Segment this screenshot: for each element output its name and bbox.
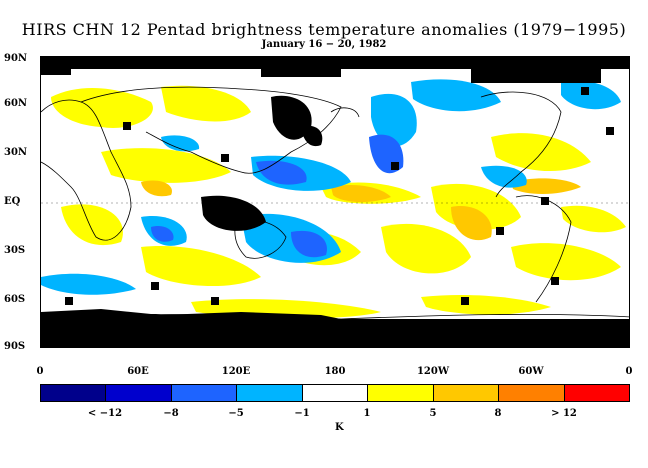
legend-unit: K bbox=[335, 422, 344, 433]
legend-label: > 12 bbox=[551, 408, 577, 419]
map-subtitle: January 16 − 20, 1982 bbox=[261, 39, 387, 50]
legend-label: < −12 bbox=[87, 408, 123, 419]
legend-swatch bbox=[237, 385, 303, 401]
lat-label-30s: 30S bbox=[4, 245, 26, 256]
legend-swatch bbox=[171, 385, 238, 401]
color-legend-bar bbox=[40, 384, 630, 402]
lon-label-180: 180 bbox=[324, 366, 346, 377]
legend-label: 1 bbox=[363, 408, 371, 419]
lat-label-60s: 60S bbox=[4, 294, 26, 305]
missing-data-areas bbox=[41, 57, 629, 347]
lon-label-60e: 60E bbox=[127, 366, 149, 377]
legend-label: 8 bbox=[494, 408, 502, 419]
lat-label-90s: 90S bbox=[4, 341, 26, 352]
anomaly-map bbox=[40, 56, 630, 348]
lat-label-eq: EQ bbox=[4, 196, 21, 207]
legend-swatch bbox=[106, 385, 172, 401]
lon-label-60w: 60W bbox=[518, 366, 544, 377]
legend-label: −8 bbox=[163, 408, 179, 419]
legend-swatch bbox=[564, 385, 629, 401]
legend-swatch bbox=[368, 385, 434, 401]
positive-anomaly-patches bbox=[51, 85, 626, 319]
map-title: HIRS CHN 12 Pentad brightness temperatur… bbox=[21, 20, 627, 39]
lat-label-60n: 60N bbox=[4, 98, 28, 109]
legend-label: −1 bbox=[294, 408, 310, 419]
lon-label-120e: 120E bbox=[221, 366, 251, 377]
legend-swatch bbox=[499, 385, 565, 401]
lat-label-90n: 90N bbox=[4, 53, 28, 64]
legend-swatch bbox=[433, 385, 500, 401]
lon-label-120w: 120W bbox=[416, 366, 450, 377]
legend-swatch bbox=[302, 385, 369, 401]
legend-label: 5 bbox=[429, 408, 437, 419]
legend-label: −5 bbox=[228, 408, 244, 419]
legend-swatch bbox=[41, 385, 107, 401]
coastlines bbox=[41, 86, 629, 320]
anomaly-map-canvas bbox=[41, 57, 629, 347]
lat-label-30n: 30N bbox=[4, 147, 28, 158]
strong-positive-patches bbox=[141, 178, 581, 241]
lon-label-0-west: 0 bbox=[36, 366, 44, 377]
lon-label-0-east: 0 bbox=[625, 366, 633, 377]
